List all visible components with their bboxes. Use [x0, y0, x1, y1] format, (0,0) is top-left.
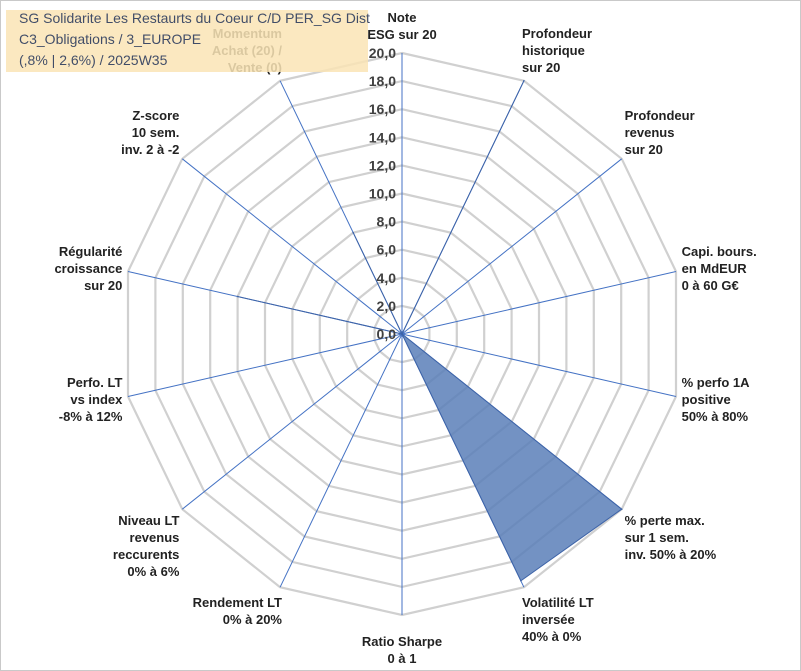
axis-spoke: [401, 158, 623, 335]
tick-label: 16,0: [369, 101, 396, 117]
axis-label: Note ESG sur 20: [367, 10, 436, 42]
tick-label: 2,0: [377, 298, 397, 314]
series-point: [236, 295, 239, 298]
tick-label: 20,0: [369, 45, 396, 61]
axis-label: Z-score 10 sem. inv. 2 à -2: [121, 108, 179, 157]
series-point: [401, 333, 403, 335]
axis-label: % perfo 1A positive 50% à 80%: [682, 375, 751, 424]
tick-label: 18,0: [369, 73, 396, 89]
tick-label: 10,0: [369, 186, 396, 202]
axis-label: Régularité croissance sur 20: [54, 244, 122, 293]
axis-label: Ratio Sharpe 0 à 1: [362, 634, 442, 666]
axis-label: Rendement LT 0% à 20%: [193, 595, 283, 627]
series-point: [352, 231, 355, 234]
axis-label: Profondeur historique sur 20: [522, 26, 592, 75]
series-point: [620, 508, 623, 511]
series-point: [523, 80, 525, 82]
series-point: [520, 580, 522, 582]
axis-spoke: [279, 333, 403, 588]
chart-title-line-1: SG Solidarite Les Restaurts du Coeur C/D…: [19, 10, 370, 26]
axis-label: Niveau LT revenus reccurents 0% à 6%: [113, 513, 180, 579]
axis-spoke: [127, 333, 403, 397]
chart-title-line-3: (,8% | 2,6%) / 2025W35: [19, 52, 168, 68]
chart-title-line-2: C3_Obligations / 3_EUROPE: [19, 31, 202, 47]
tick-label: 0,0: [377, 326, 397, 342]
axis-label: Capi. bours. en MdEUR 0 à 60 G€: [682, 244, 757, 293]
tick-label: 14,0: [369, 129, 396, 145]
axis-label: Volatilité LT inversée 40% à 0%: [522, 595, 594, 644]
tick-label: 12,0: [369, 157, 396, 173]
axis-spoke: [181, 158, 403, 335]
tick-label: 4,0: [377, 270, 397, 286]
series-area: [237, 80, 623, 582]
axis-spoke: [401, 271, 677, 335]
axis-label: % perte max. sur 1 sem. inv. 50% à 20%: [625, 513, 717, 562]
radial-tick-labels: 0,0 2,0 4,0 6,0 8,0 10,0 12,0 14,0 16,0 18,0 20,0: [369, 45, 396, 342]
axis-spoke: [181, 333, 403, 510]
axis-spoke: [401, 333, 677, 397]
tick-label: 8,0: [377, 214, 397, 230]
axis-labels: Note ESG sur 20 Profondeur historique sur 20…: [54, 10, 756, 666]
chart-title-box: SG Solidarite Les Restaurts du Coeur C/D…: [6, 10, 370, 72]
axis-label: Perfo. LT vs index -8% à 12%: [59, 375, 123, 424]
tick-label: 6,0: [377, 242, 397, 258]
radar-series: [236, 80, 623, 582]
axis-label: Profondeur revenus sur 20: [625, 108, 695, 157]
